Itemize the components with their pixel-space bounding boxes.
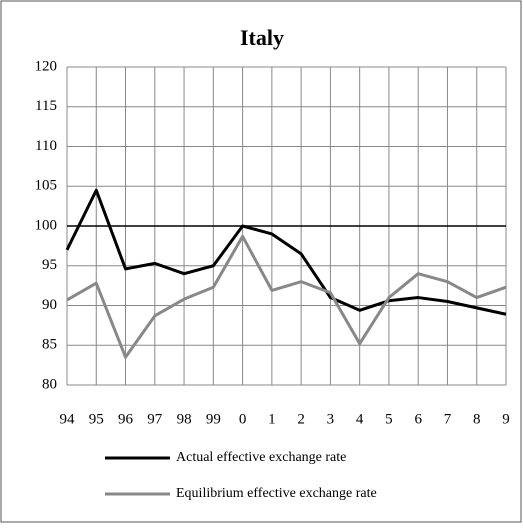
x-tick-label: 7 [444,411,452,427]
y-tick-label: 115 [35,98,57,114]
y-tick-label: 90 [42,297,57,313]
x-tick-label: 96 [118,411,134,427]
x-tick-label: 8 [473,411,481,427]
chart-title: Italy [240,25,284,50]
x-tick-label: 97 [147,411,163,427]
y-tick-label: 110 [35,138,57,154]
y-tick-label: 95 [42,257,57,273]
legend-label: Actual effective exchange rate [176,450,346,465]
data-line [65,188,507,316]
data-line [66,234,507,359]
x-tick-label: 95 [89,411,104,427]
x-tick-label: 99 [206,411,221,427]
x-tick-label: 2 [297,411,305,427]
x-tick-label: 5 [385,411,393,427]
legend-label: Equilibrium effective exchange rate [176,486,377,501]
x-tick-label: 0 [239,411,247,427]
y-tick-label: 105 [35,178,58,194]
y-tick-label: 85 [42,337,57,353]
y-tick-label: 100 [35,217,58,233]
x-tick-label: 3 [327,411,335,427]
x-tick-label: 94 [60,411,76,427]
x-tick-label: 1 [268,411,276,427]
y-tick-label: 80 [42,376,57,392]
x-tick-label: 98 [177,411,192,427]
x-tick-label: 6 [414,411,422,427]
x-tick-label: 9 [502,411,510,427]
y-tick-label: 120 [35,58,58,74]
x-tick-label: 4 [356,411,364,427]
